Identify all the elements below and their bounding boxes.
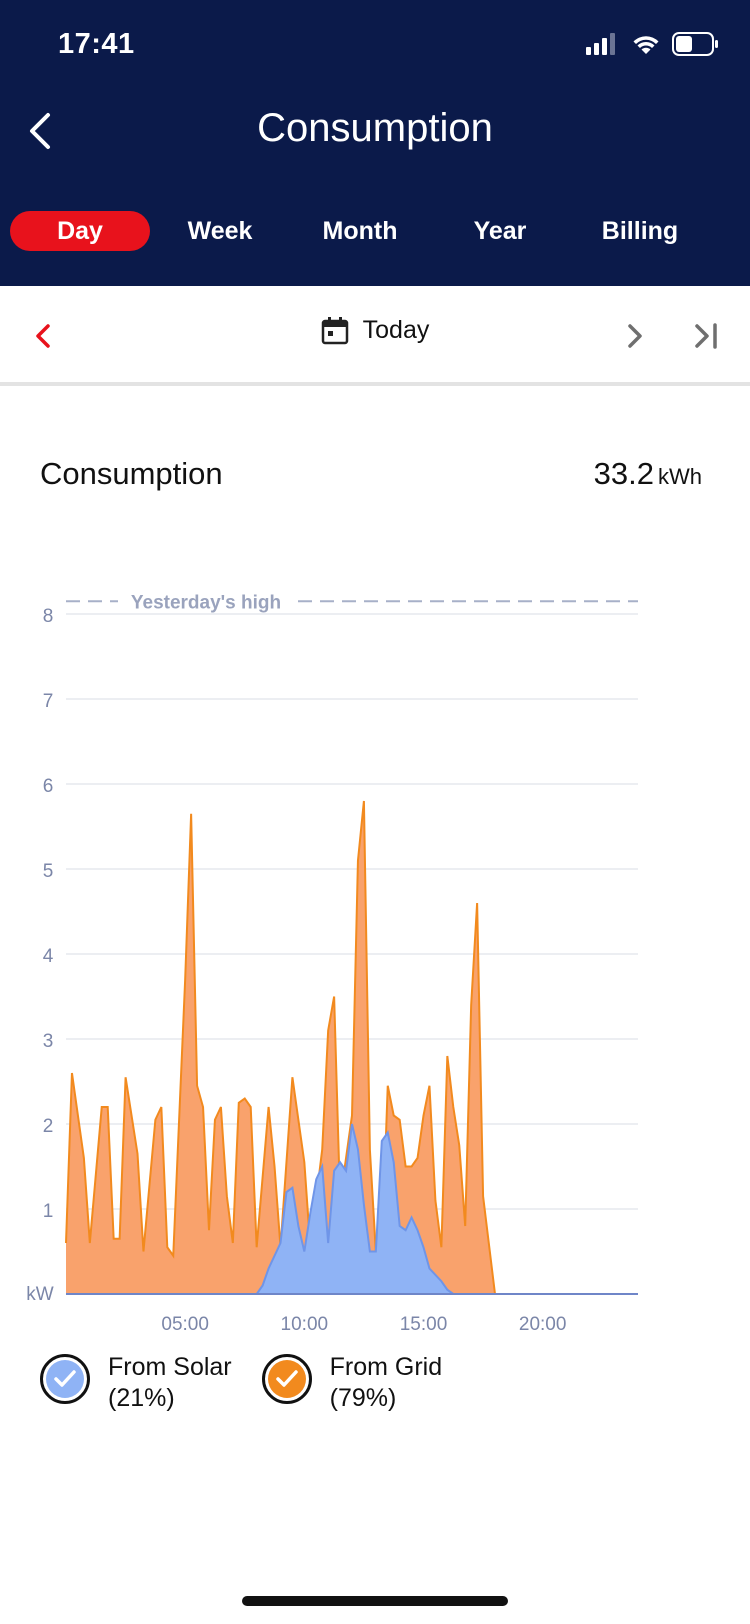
legend-item-solar[interactable]: From Solar (21%) <box>40 1352 232 1414</box>
tab-month[interactable]: Month <box>322 216 398 245</box>
consumption-heading: Consumption <box>40 456 223 491</box>
jump-to-latest-button[interactable] <box>686 314 726 358</box>
legend-label-grid: From Grid (79%) <box>330 1352 443 1414</box>
checkmark-icon <box>54 1370 76 1387</box>
consumption-total-value: 33.2 <box>593 456 654 491</box>
y-tick-label: 5 <box>43 861 54 882</box>
signal-icon <box>586 33 615 55</box>
y-tick-label: 1 <box>43 1201 54 1222</box>
grid-color-dot <box>267 1360 306 1398</box>
x-tick-label: 15:00 <box>400 1314 448 1335</box>
y-tick-label: 4 <box>43 946 54 967</box>
status-icons <box>586 32 720 56</box>
y-tick-label: 6 <box>43 776 54 797</box>
tab-week[interactable]: Week <box>187 216 253 245</box>
y-tick-label: 3 <box>43 1031 54 1052</box>
legend-label-solar: From Solar (21%) <box>108 1352 232 1414</box>
legend-solar-percent: (21%) <box>108 1384 175 1412</box>
tab-day[interactable]: Day <box>10 211 150 251</box>
page-title: Consumption <box>257 106 493 150</box>
x-tick-label: 05:00 <box>161 1314 209 1335</box>
period-tabs: Day Week Month Year Billing <box>0 176 750 286</box>
chart-legend: From Solar (21%) From Grid (79%) <box>40 1352 442 1414</box>
next-date-button[interactable] <box>614 314 654 358</box>
y-tick-label: 8 <box>43 606 54 627</box>
back-button[interactable] <box>14 106 64 156</box>
y-axis-unit-label: kW <box>26 1284 54 1305</box>
status-time: 17:41 <box>58 28 135 60</box>
legend-check-grid[interactable] <box>261 1354 312 1404</box>
home-indicator <box>242 1596 508 1606</box>
solar-line <box>66 1123 638 1295</box>
battery-icon <box>672 32 718 56</box>
chevron-left-icon <box>36 324 50 348</box>
legend-grid-name: From Grid <box>329 1353 443 1381</box>
legend-solar-name: From Solar <box>108 1353 232 1381</box>
previous-date-button[interactable] <box>24 314 64 358</box>
x-tick-label: 20:00 <box>519 1314 567 1335</box>
status-bar: 17:41 <box>0 0 750 90</box>
consumption-total-unit: kWh <box>658 464 702 489</box>
consumption-chart: 1 2 3 4 5 6 7 8 kW Yesterday's high 05:00 10:00 15:0… <box>0 580 750 1340</box>
legend-item-grid[interactable]: From Grid (79%) <box>261 1352 443 1414</box>
date-navigation: Today <box>0 286 750 386</box>
consumption-total: 33.2 kWh <box>594 456 702 492</box>
solar-area <box>66 1124 638 1294</box>
reference-line-label: Yesterday's high <box>131 592 281 613</box>
consumption-chart-svg: 1 2 3 4 5 6 7 8 kW Yesterday's high 05:00 10:00 15:0… <box>26 592 638 1335</box>
calendar-icon <box>321 316 348 344</box>
tab-billing[interactable]: Billing <box>601 216 679 245</box>
y-tick-label: 7 <box>43 691 54 712</box>
y-tick-label: 2 <box>43 1116 54 1137</box>
tab-year[interactable]: Year <box>473 216 527 245</box>
chevron-right-icon <box>628 324 642 348</box>
nav-bar: Consumption <box>0 90 750 176</box>
solar-color-dot <box>46 1360 84 1398</box>
grid-line <box>65 800 638 1295</box>
checkmark-icon <box>275 1370 298 1387</box>
skip-to-end-icon <box>695 323 717 349</box>
date-label: Today <box>362 316 430 344</box>
wifi-icon <box>633 36 659 54</box>
legend-check-solar[interactable] <box>40 1354 90 1404</box>
date-picker[interactable]: Today <box>0 316 750 345</box>
x-tick-label: 10:00 <box>281 1314 329 1335</box>
legend-grid-percent: (79%) <box>329 1384 397 1412</box>
chevron-left-icon <box>30 113 50 149</box>
